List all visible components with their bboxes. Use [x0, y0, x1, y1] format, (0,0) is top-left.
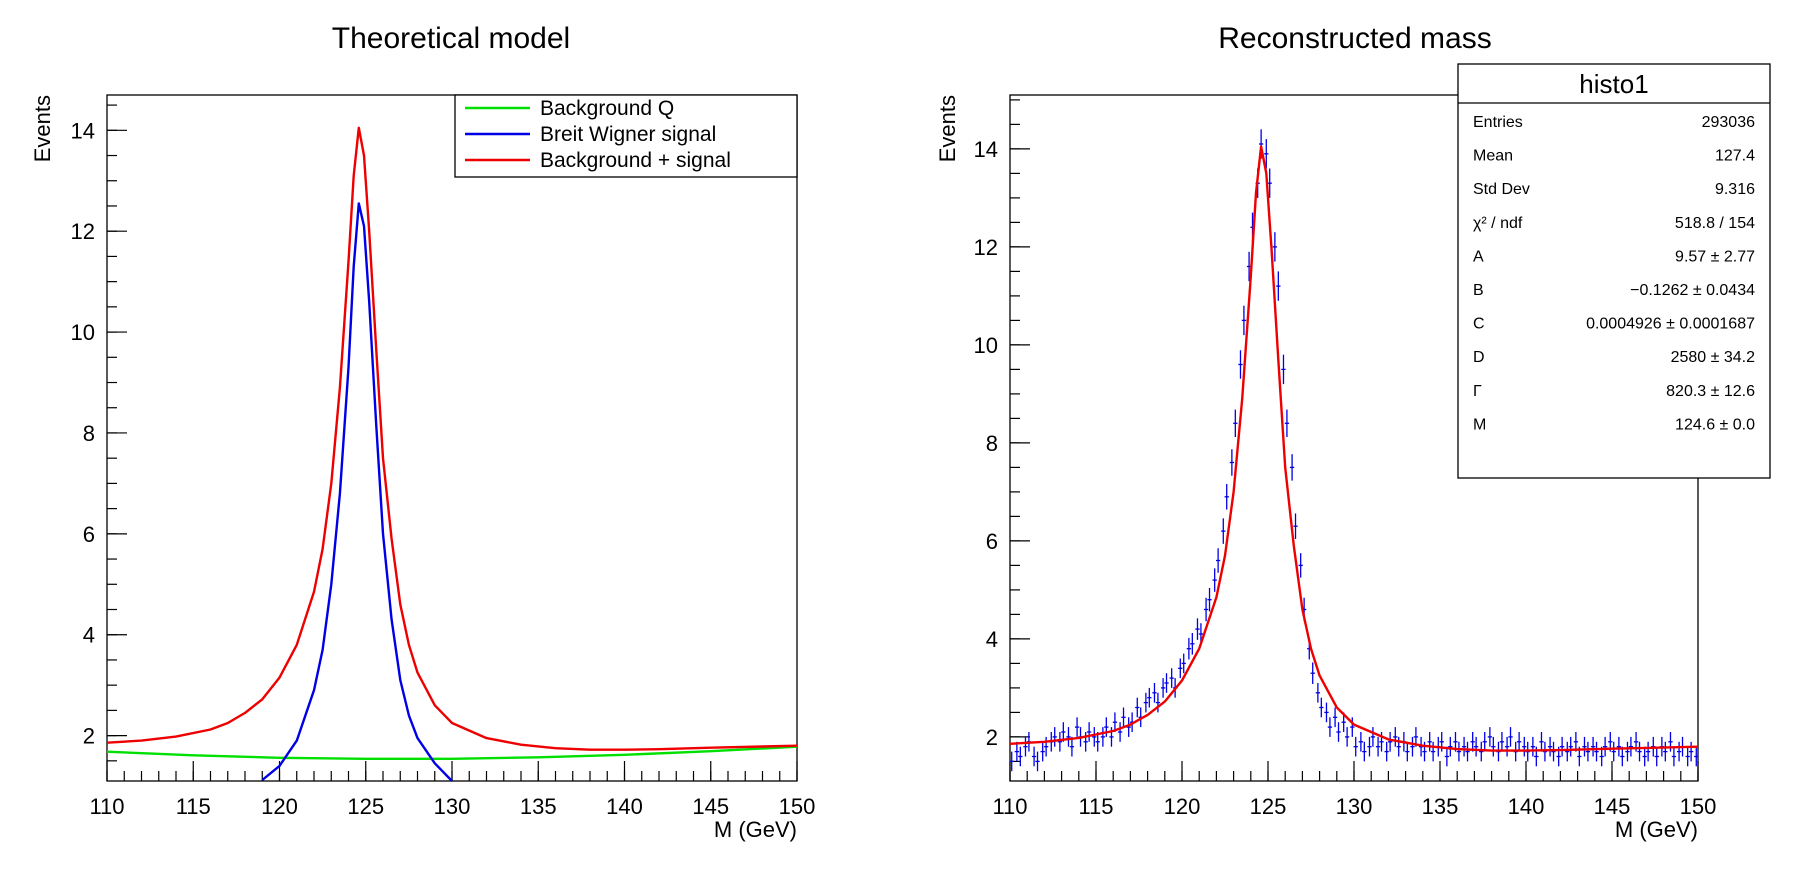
x-tick-label: 135 [520, 794, 557, 819]
stats-row-label: A [1473, 248, 1484, 265]
x-axis: 110 115 120 125 130 135 140 145 150 [992, 761, 1716, 819]
y-tick-label: 6 [986, 529, 998, 554]
fit-curve [1009, 145, 1699, 752]
y-tick-label: 2 [83, 724, 95, 749]
y-tick-label: 4 [986, 627, 998, 652]
x-tick-label: 140 [1508, 794, 1545, 819]
series-line [106, 745, 798, 760]
x-tick-label: 110 [89, 794, 124, 819]
y-tick-label: 14 [974, 137, 998, 162]
y-tick-label: 6 [83, 522, 95, 547]
x-tick-label: 130 [434, 794, 471, 819]
x-tick-label: 140 [606, 794, 643, 819]
y-tick-label: 8 [83, 421, 95, 446]
chart-title: Theoretical model [332, 22, 570, 55]
y-axis: 2 4 6 8 10 12 14 [974, 99, 1030, 763]
x-tick-label: 110 [992, 794, 1027, 819]
stats-row-value: 820.3 ± 12.6 [1666, 383, 1755, 400]
y-tick-label: 2 [986, 725, 998, 750]
stats-row-value: 293036 [1702, 114, 1755, 131]
stats-row-value: 2580 ± 34.2 [1671, 349, 1756, 366]
stats-row-value: −0.1262 ± 0.0434 [1630, 282, 1755, 299]
x-tick-label: 145 [692, 794, 729, 819]
x-tick-label: 125 [1250, 794, 1287, 819]
y-tick-label: 12 [974, 235, 998, 260]
legend-label: Background Q [540, 97, 674, 120]
stats-box-frame [1457, 63, 1771, 479]
stats-row-label: M [1473, 416, 1486, 433]
stats-row-value: 9.316 [1715, 181, 1755, 198]
x-tick-label: 125 [347, 794, 384, 819]
y-axis: 2 4 6 8 10 12 14 [71, 104, 127, 762]
stats-box: histo1 Entries 293036 Mean 127.4 Std Dev 9.31… [1457, 63, 1771, 479]
x-tick-label: 115 [176, 794, 211, 819]
stats-row-label: Γ [1473, 383, 1482, 400]
x-axis: 110 115 120 125 130 135 140 145 150 [89, 761, 815, 819]
legend-label: Background + signal [540, 149, 731, 172]
y-tick-label: 14 [71, 118, 95, 143]
stats-box-title: histo1 [1579, 69, 1648, 99]
stats-row-value: 518.8 / 154 [1675, 215, 1755, 232]
chart-reconstructed-mass: Reconstructed mass 110 115 120 125 130 135 140… [935, 22, 1771, 842]
data-points [1009, 129, 1699, 772]
legend: Background Q Breit Wigner signal Backgroun… [454, 94, 798, 178]
stats-row-label: Entries [1473, 114, 1523, 131]
y-tick-label: 4 [83, 623, 95, 648]
y-tick-label: 12 [71, 219, 95, 244]
x-axis-label: M (GeV) [1615, 817, 1698, 842]
stats-row-label: C [1473, 316, 1485, 333]
stats-row-label: D [1473, 349, 1485, 366]
series-line [261, 202, 453, 782]
stats-row-value: 124.6 ± 0.0 [1675, 416, 1755, 433]
stats-row-value: 0.0004926 ± 0.0001687 [1586, 316, 1755, 333]
y-axis-label: Events [935, 95, 960, 162]
fit-line [1009, 145, 1699, 752]
x-axis-label: M (GeV) [714, 817, 797, 842]
x-tick-label: 115 [1078, 794, 1113, 819]
x-tick-label: 130 [1336, 794, 1373, 819]
chart-title: Reconstructed mass [1218, 22, 1491, 55]
y-tick-label: 8 [986, 431, 998, 456]
curves [106, 126, 798, 782]
x-tick-label: 120 [1164, 794, 1201, 819]
legend-label: Breit Wigner signal [540, 123, 716, 146]
x-tick-label: 120 [261, 794, 298, 819]
series-line [106, 126, 798, 751]
stats-row-label: χ² / ndf [1473, 215, 1523, 232]
y-tick-label: 10 [974, 333, 998, 358]
stats-row-label: Std Dev [1473, 181, 1530, 198]
chart-theoretical-model: Theoretical model 110 115 120 125 130 135 140 1… [30, 22, 815, 842]
stats-row-value: 9.57 ± 2.77 [1675, 248, 1755, 265]
y-axis-label: Events [30, 95, 55, 162]
stats-row-value: 127.4 [1715, 148, 1755, 165]
y-tick-label: 10 [71, 320, 95, 345]
stats-row-label: B [1473, 282, 1484, 299]
x-tick-label: 145 [1594, 794, 1631, 819]
x-tick-label: 150 [779, 794, 816, 819]
stats-row-label: Mean [1473, 148, 1513, 165]
x-tick-label: 150 [1680, 794, 1717, 819]
x-tick-label: 135 [1422, 794, 1459, 819]
